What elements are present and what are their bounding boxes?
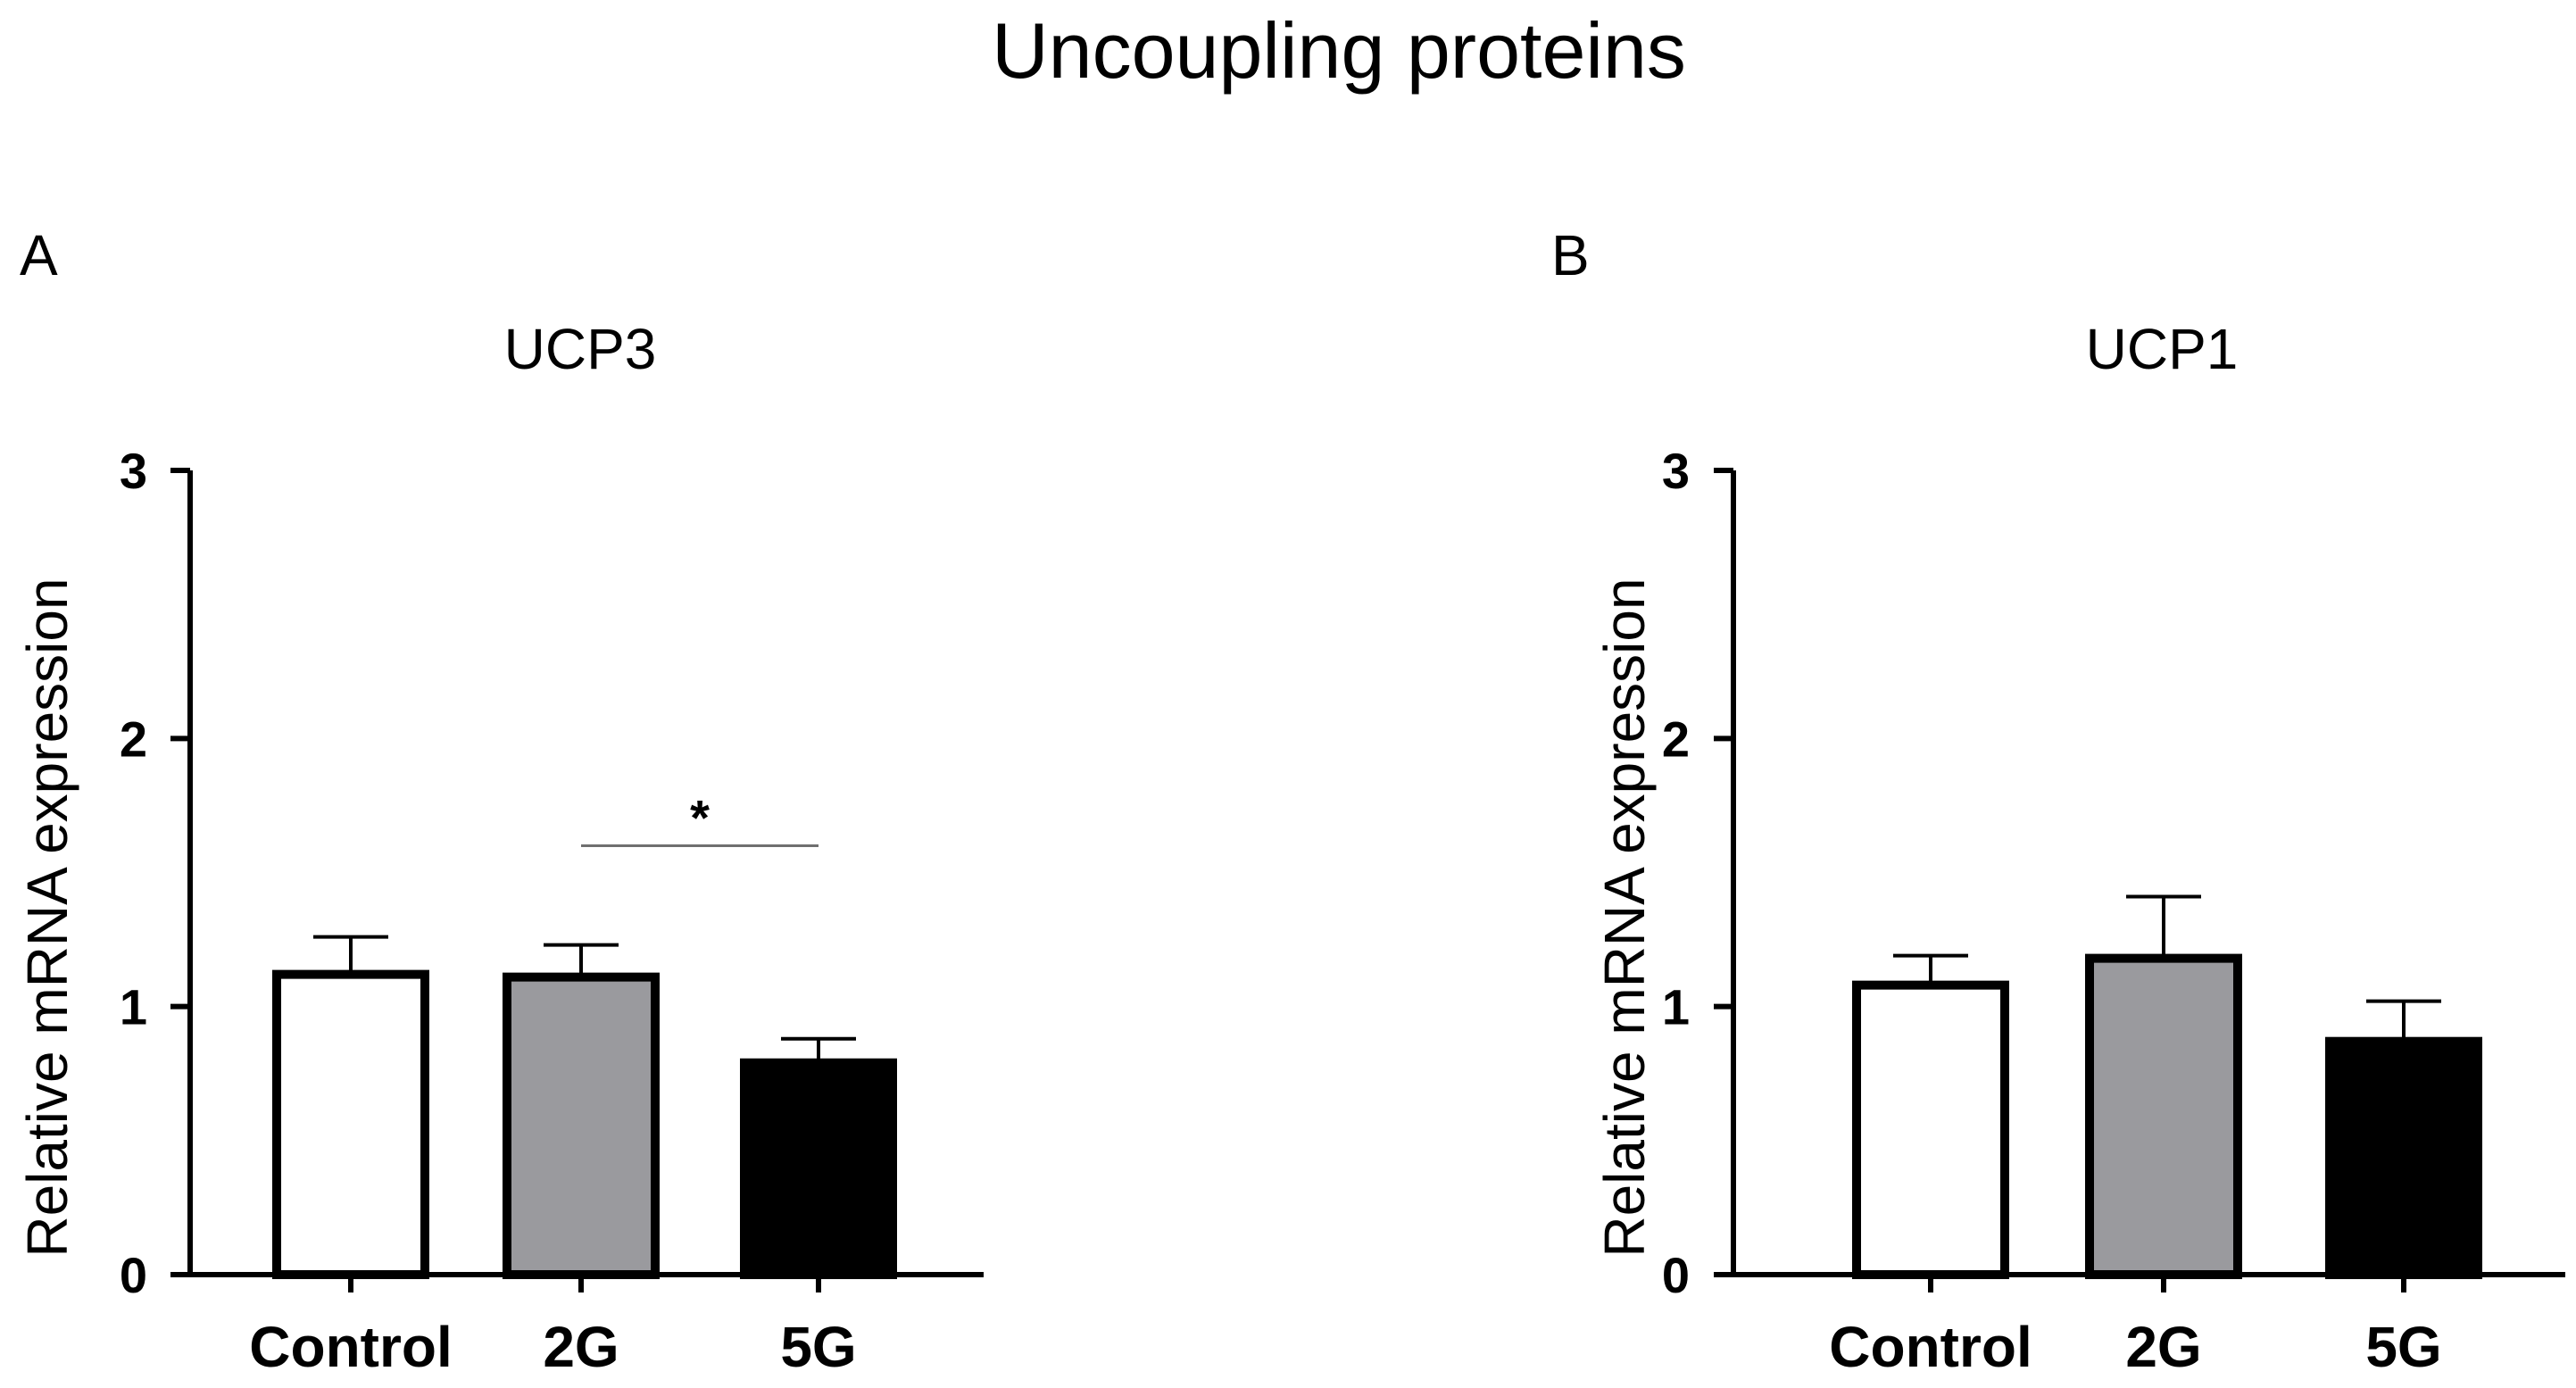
x-tick-label: Control — [249, 1315, 453, 1379]
bar-5g — [2325, 1036, 2482, 1279]
panel-letter: B — [1551, 223, 1590, 287]
y-tick-label: 3 — [1662, 443, 1690, 499]
x-tick-label: 2G — [2125, 1315, 2201, 1379]
y-axis-label: Relative mRNA expression — [1592, 578, 1657, 1257]
y-tick-label: 1 — [1662, 979, 1690, 1035]
y-tick-label: 0 — [120, 1247, 147, 1303]
bar-control — [1852, 980, 2009, 1279]
panel-title: UCP3 — [504, 317, 657, 381]
y-tick-label: 3 — [120, 443, 147, 499]
y-tick-label: 1 — [120, 979, 147, 1035]
bar-2g — [503, 972, 660, 1279]
bar-control — [272, 969, 429, 1280]
significance-label: * — [690, 789, 710, 845]
y-tick-label: 2 — [1662, 711, 1690, 767]
figure-title: Uncoupling proteins — [992, 6, 1686, 95]
y-axis-label: Relative mRNA expression — [15, 578, 79, 1257]
x-tick-label: Control — [1829, 1315, 2032, 1379]
y-tick-label: 2 — [120, 711, 147, 767]
bar-5g — [740, 1058, 897, 1280]
panel-b: B UCP1 Relative mRNA expression 0 1 2 3 Cont… — [1551, 223, 2565, 1379]
panel-title: UCP1 — [2086, 317, 2239, 381]
panel-letter: A — [20, 223, 58, 287]
panel-a: A UCP3 Relative mRNA expression 0 1 2 3 Cont… — [15, 223, 984, 1379]
y-tick-label: 0 — [1662, 1247, 1690, 1303]
x-tick-label: 5G — [2365, 1315, 2441, 1379]
x-tick-label: 5G — [780, 1315, 856, 1379]
bar-2g — [2085, 953, 2242, 1280]
x-tick-label: 2G — [543, 1315, 619, 1379]
